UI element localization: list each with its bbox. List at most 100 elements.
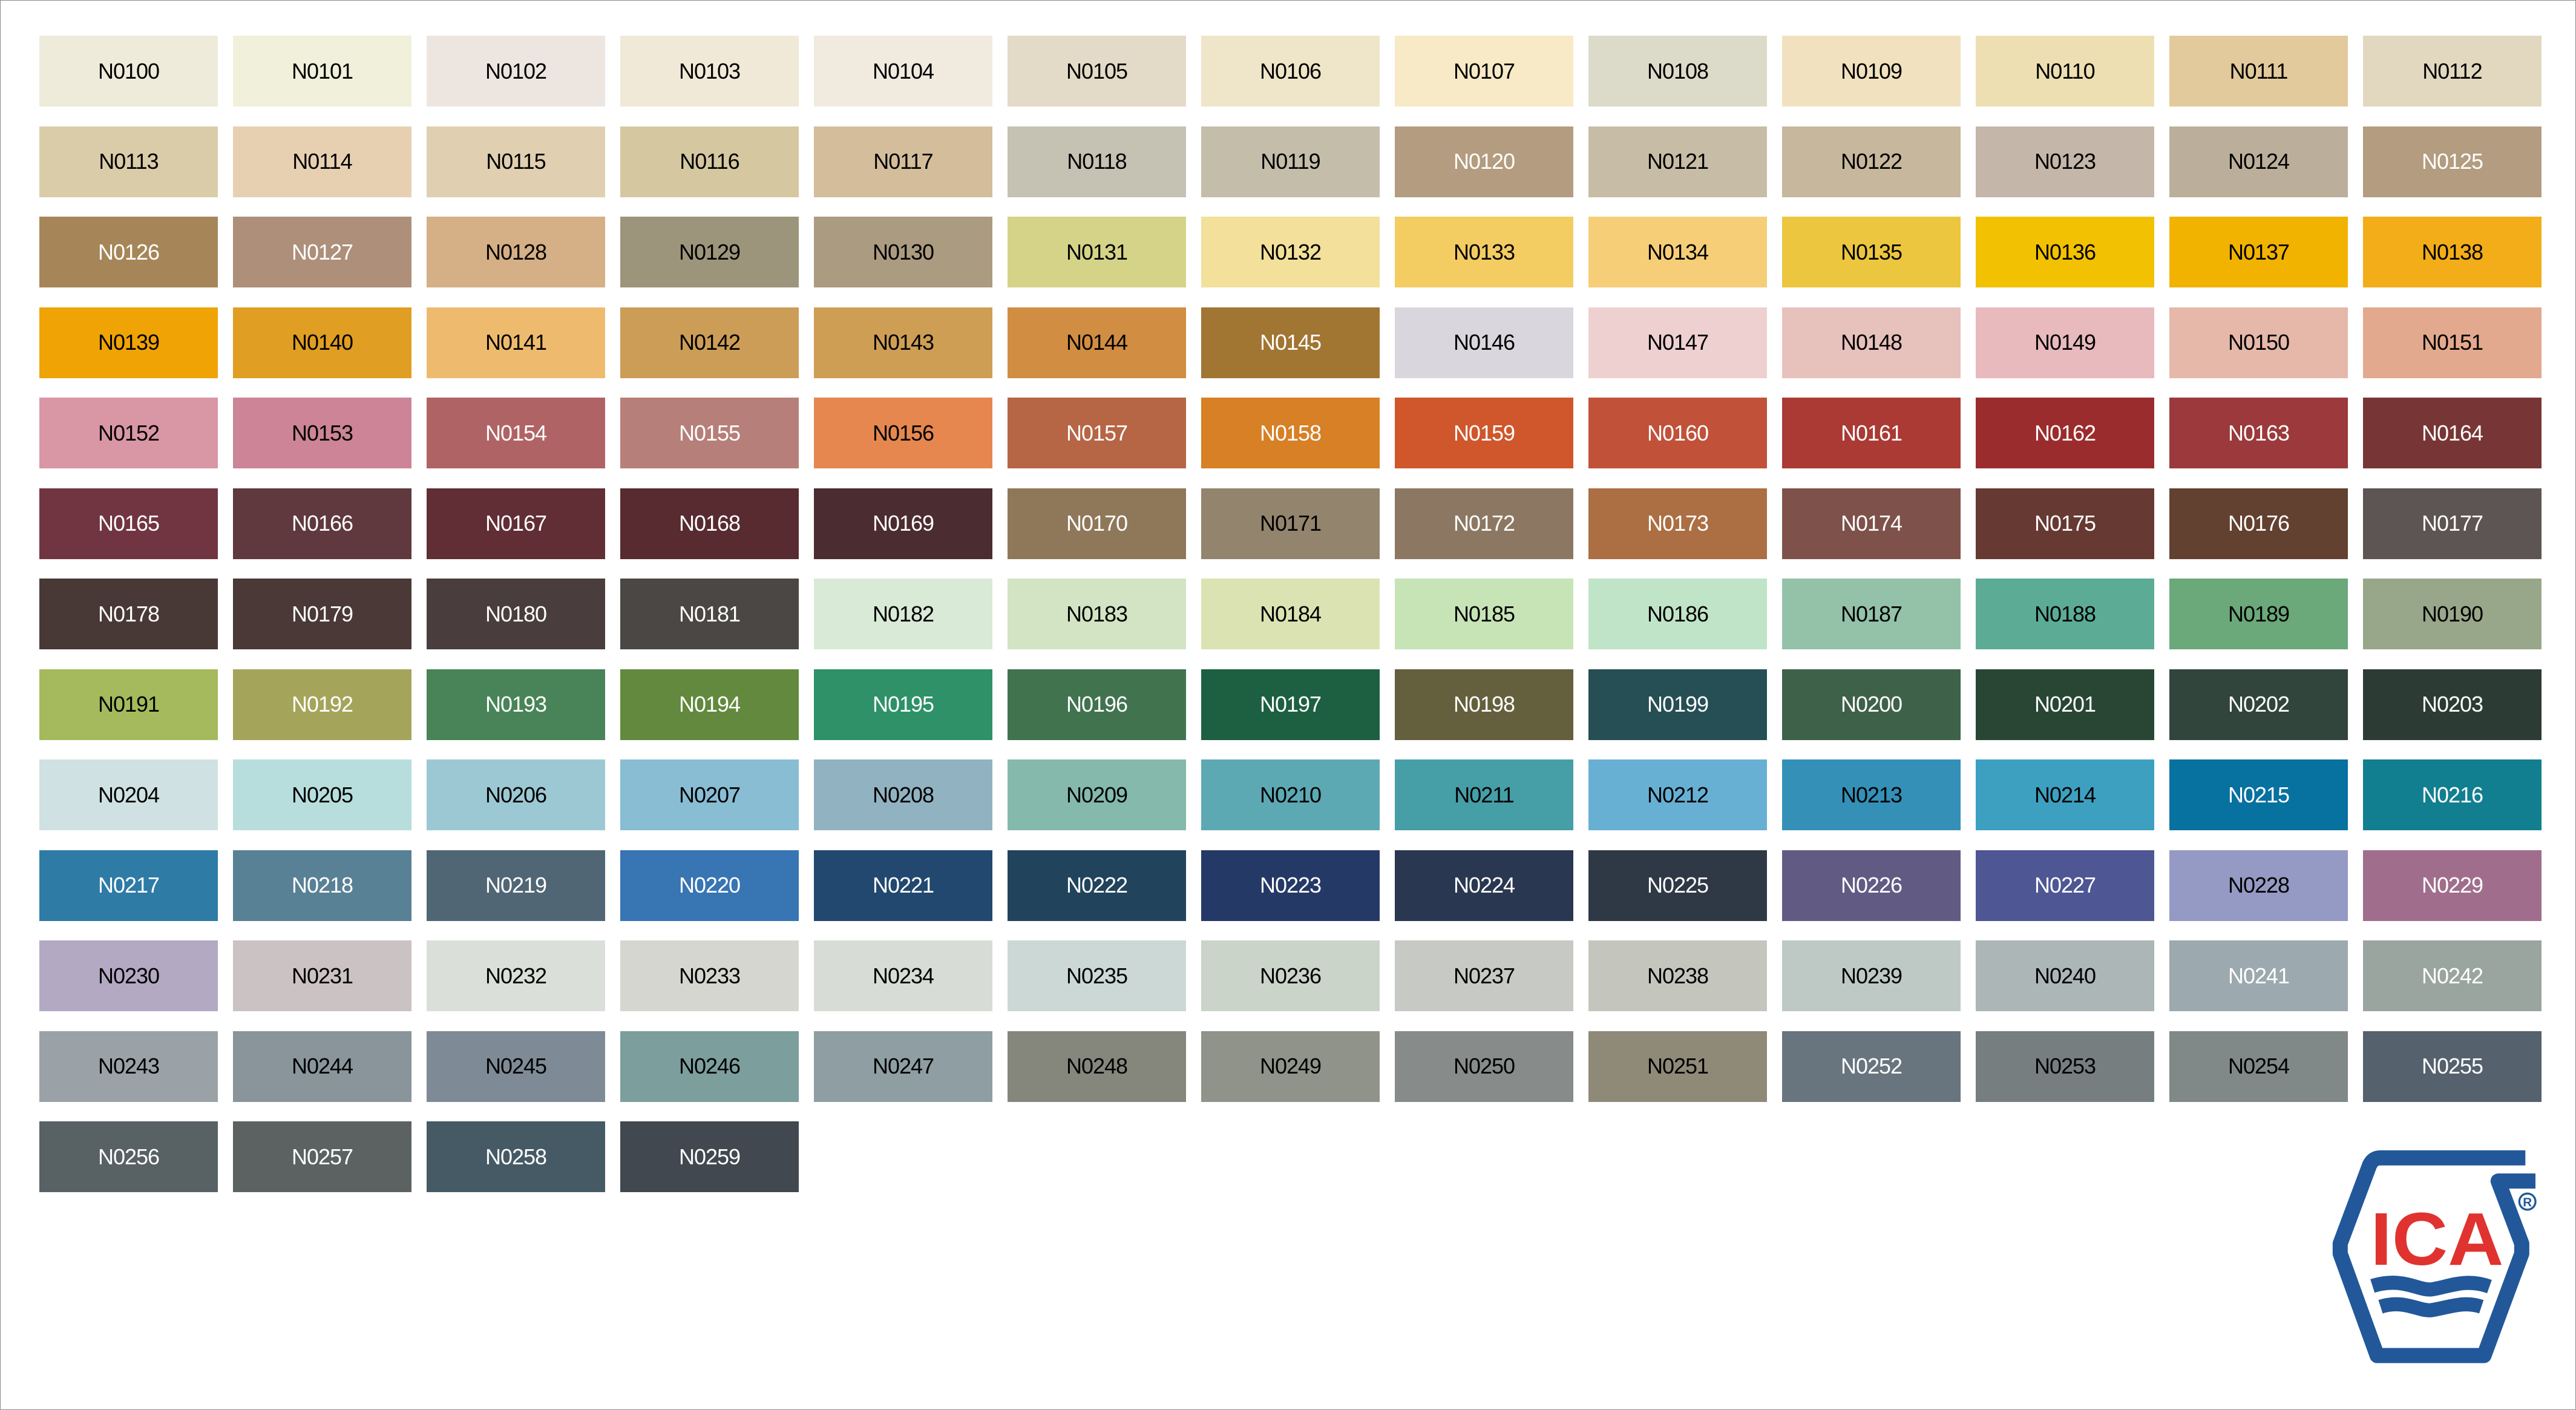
color-swatch: N0124 — [2169, 126, 2348, 197]
swatch-code-label: N0229 — [2421, 873, 2483, 897]
color-swatch: N0243 — [39, 1031, 218, 1102]
swatch-code-label: N0152 — [97, 420, 160, 445]
color-swatch: N0138 — [2363, 217, 2542, 287]
swatch-code-label: N0231 — [291, 963, 353, 988]
swatch-code-label: N0127 — [291, 239, 353, 264]
swatch-code-label: N0107 — [1453, 58, 1515, 84]
swatch-code-label: N0173 — [1647, 511, 1709, 536]
color-swatch: N0220 — [620, 850, 799, 921]
swatch-code-label: N0191 — [97, 692, 160, 716]
swatch-code-label: N0254 — [2227, 1054, 2290, 1078]
color-swatch: N0199 — [1588, 669, 1767, 740]
color-swatch: N0155 — [620, 398, 799, 468]
registered-mark-icon — [2518, 1192, 2537, 1211]
color-swatch: N0100 — [39, 36, 218, 107]
color-swatch: N0187 — [1782, 579, 1961, 649]
swatch-code-label: N0159 — [1453, 420, 1515, 445]
swatch-code-label: N0203 — [2421, 692, 2483, 716]
color-swatch: N0192 — [233, 669, 411, 740]
swatch-code-label: N0134 — [1647, 239, 1709, 264]
color-swatch: N0203 — [2363, 669, 2542, 740]
swatch-code-label: N0250 — [1453, 1054, 1515, 1078]
swatch-code-label: N0188 — [2034, 601, 2096, 626]
swatch-code-label: N0236 — [1259, 963, 1322, 988]
color-swatch: N0115 — [427, 126, 605, 197]
swatch-code-label: N0131 — [1066, 239, 1128, 264]
swatch-code-label: N0168 — [678, 511, 741, 536]
swatch-code-label: N0248 — [1066, 1054, 1128, 1078]
swatch-code-label: N0193 — [485, 692, 547, 716]
swatch-code-label: N0122 — [1840, 149, 1903, 174]
swatch-code-label: N0133 — [1453, 239, 1515, 264]
color-swatch: N0238 — [1588, 940, 1767, 1011]
color-swatch: N0208 — [814, 759, 992, 830]
color-swatch: N0179 — [233, 579, 411, 649]
color-swatch: N0136 — [1976, 217, 2154, 287]
swatch-code-label: N0239 — [1840, 963, 1903, 988]
swatch-code-label: N0125 — [2421, 149, 2483, 174]
color-swatch: N0240 — [1976, 940, 2154, 1011]
color-swatch: N0235 — [1008, 940, 1186, 1011]
swatch-code-label: N0178 — [97, 601, 160, 626]
color-swatch: N0156 — [814, 398, 992, 468]
swatch-code-label: N0252 — [1840, 1054, 1903, 1078]
color-swatch: N0258 — [427, 1121, 605, 1192]
swatch-code-label: N0218 — [291, 873, 353, 897]
color-swatch: N0175 — [1976, 488, 2154, 559]
swatch-code-label: N0161 — [1840, 420, 1903, 445]
swatch-code-label: N0148 — [1840, 330, 1903, 355]
color-swatch: N0204 — [39, 759, 218, 830]
swatch-code-label: N0176 — [2227, 511, 2290, 536]
swatch-code-label: N0195 — [872, 692, 934, 716]
swatch-code-label: N0223 — [1259, 873, 1322, 897]
swatch-code-label: N0245 — [485, 1054, 547, 1078]
swatch-code-label: N0174 — [1840, 511, 1903, 536]
swatch-code-label: N0196 — [1066, 692, 1128, 716]
color-swatch: N0108 — [1588, 36, 1767, 107]
swatch-code-label: N0101 — [291, 58, 353, 84]
swatch-code-label: N0147 — [1647, 330, 1709, 355]
color-swatch: N0140 — [233, 307, 411, 378]
color-swatch: N0186 — [1588, 579, 1767, 649]
swatch-code-label: N0156 — [872, 420, 934, 445]
swatch-code-label: N0240 — [2034, 963, 2096, 988]
swatch-code-label: N0211 — [1454, 782, 1514, 807]
color-swatch: N0133 — [1395, 217, 1573, 287]
color-swatch: N0191 — [39, 669, 218, 740]
swatch-code-label: N0181 — [678, 601, 741, 626]
color-swatch: N0229 — [2363, 850, 2542, 921]
color-swatch: N0123 — [1976, 126, 2154, 197]
color-swatch: N0201 — [1976, 669, 2154, 740]
swatch-code-label: N0165 — [97, 511, 160, 536]
color-swatch: N0113 — [39, 126, 218, 197]
swatch-code-label: N0115 — [486, 149, 546, 174]
swatch-code-label: N0167 — [485, 511, 547, 536]
color-swatch: N0251 — [1588, 1031, 1767, 1102]
swatch-code-label: N0219 — [485, 873, 547, 897]
color-swatch: N0161 — [1782, 398, 1961, 468]
color-swatch: N0205 — [233, 759, 411, 830]
swatch-code-label: N0129 — [678, 239, 741, 264]
color-swatch: N0158 — [1201, 398, 1380, 468]
color-swatch: N0185 — [1395, 579, 1573, 649]
color-swatch: N0148 — [1782, 307, 1961, 378]
color-swatch: N0211 — [1395, 759, 1573, 830]
swatch-code-label: N0154 — [485, 420, 547, 445]
swatch-code-label: N0247 — [872, 1054, 934, 1078]
color-swatch: N0165 — [39, 488, 218, 559]
swatch-code-label: N0259 — [678, 1144, 741, 1169]
swatch-code-label: N0100 — [97, 58, 160, 84]
swatch-code-label: N0258 — [485, 1144, 547, 1169]
color-swatch: N0245 — [427, 1031, 605, 1102]
color-swatch: N0150 — [2169, 307, 2348, 378]
swatch-code-label: N0256 — [97, 1144, 160, 1169]
color-swatch: N0206 — [427, 759, 605, 830]
swatch-code-label: N0138 — [2421, 239, 2483, 264]
swatch-code-label: N0150 — [2227, 330, 2290, 355]
color-swatch: N0231 — [233, 940, 411, 1011]
swatch-code-label: N0249 — [1259, 1054, 1322, 1078]
swatch-code-label: N0182 — [872, 601, 934, 626]
color-swatch: N0254 — [2169, 1031, 2348, 1102]
swatch-code-label: N0255 — [2421, 1054, 2483, 1078]
color-swatch: N0233 — [620, 940, 799, 1011]
